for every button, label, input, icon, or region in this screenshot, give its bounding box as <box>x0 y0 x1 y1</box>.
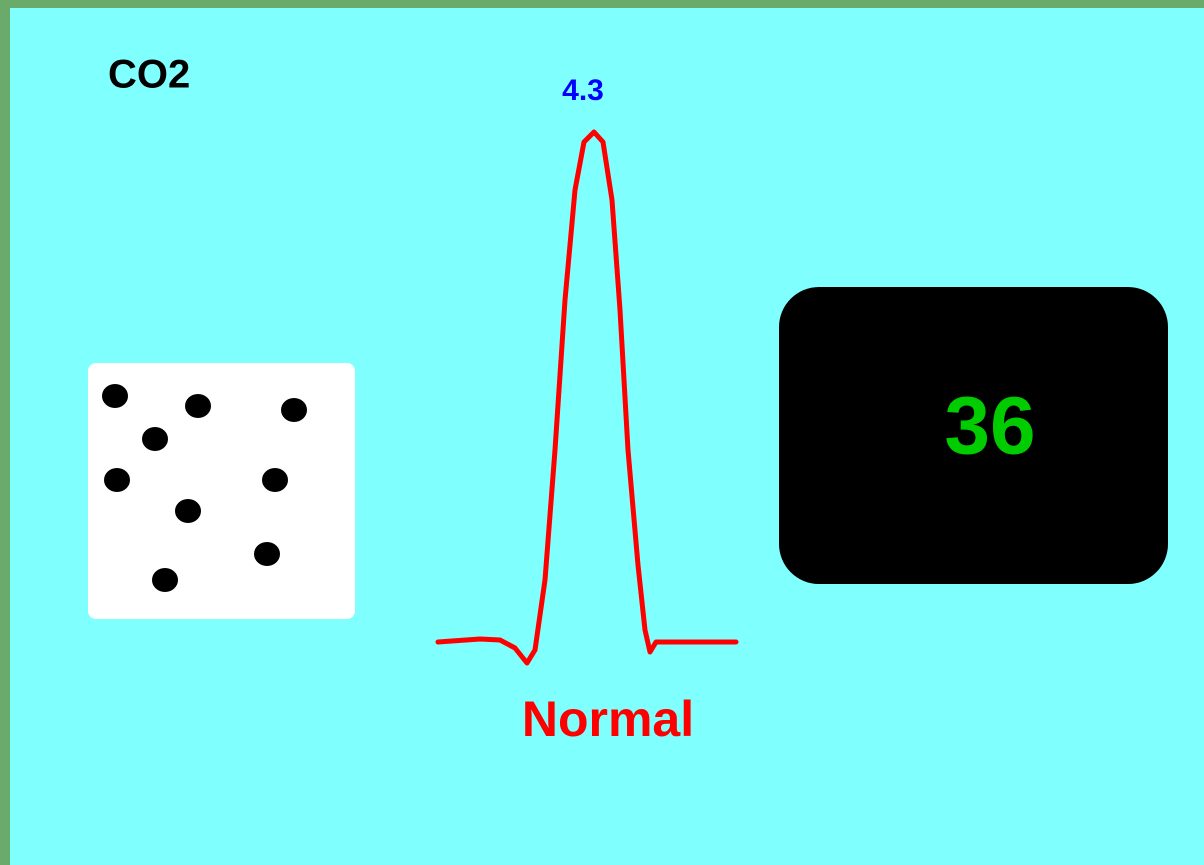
molecule <box>104 468 130 492</box>
status-label: Normal <box>522 691 694 747</box>
molecule <box>152 568 178 592</box>
molecule <box>185 394 211 418</box>
peak-value: 4.3 <box>562 74 604 107</box>
molecule <box>175 499 201 523</box>
molecule <box>262 468 288 492</box>
gas-label: CO2 <box>108 53 190 97</box>
chamber-box <box>88 363 355 619</box>
molecule <box>102 384 128 408</box>
molecule <box>142 427 168 451</box>
molecule <box>281 398 307 422</box>
display-value: 36 <box>944 381 1035 472</box>
molecule <box>254 542 280 566</box>
screen: CO2 4.3 Normal 36 <box>0 0 1204 865</box>
gas-chamber <box>88 363 355 619</box>
page: CO2 4.3 Normal 36 (() => { const data = … <box>0 0 1204 865</box>
